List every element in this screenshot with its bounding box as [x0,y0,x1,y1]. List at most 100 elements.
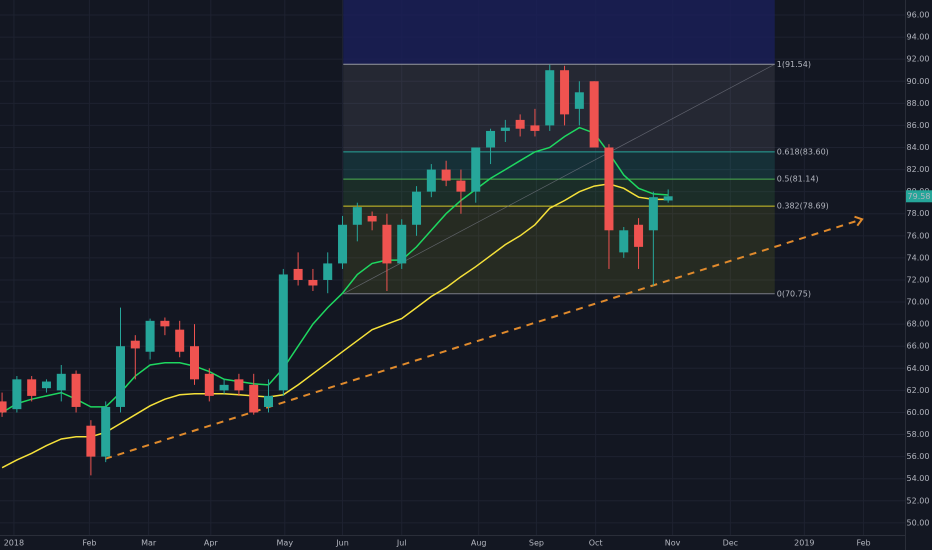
x-tick-label: Oct [589,539,603,548]
y-tick-label: 66.00 [907,342,930,351]
fib-trend [343,63,775,295]
candle-body [278,274,288,391]
x-tick-label: May [277,539,294,548]
candle-body [382,224,392,264]
fib-label: 0.5(81.14) [777,175,819,184]
candle-body [219,384,229,391]
x-tick-label: Feb [856,539,870,548]
candle-body [41,381,51,389]
candle-body [86,425,96,457]
candle-body [264,395,274,407]
candle-body [0,401,7,413]
candle-body [204,373,214,396]
x-tick-label: Dec [723,539,738,548]
candle-body [115,346,125,407]
fib-band [343,179,775,207]
candle-body [589,81,599,148]
candle-body [189,346,199,380]
y-tick-label: 50.00 [907,518,930,527]
last-price-label: 79.58 [908,192,931,201]
candle-body [249,384,259,413]
fib-label: 0.618(83.60) [777,147,829,156]
y-tick-label: 90.00 [907,77,930,86]
candle-body [56,373,66,391]
last-price-tag [906,190,932,203]
candle-body [130,340,140,349]
candle-body [27,379,37,396]
candle-body [323,263,333,280]
candle-body [634,224,644,247]
candle-body [234,379,244,391]
y-tick-label: 72.00 [907,275,930,284]
moving-average [1,126,669,414]
x-tick-label: Aug [471,539,487,548]
y-tick-label: 76.00 [907,231,930,240]
fib-top-zone [343,0,775,65]
candle-body [352,207,362,225]
candle-body [648,197,658,231]
x-tick-label: Mar [141,539,157,548]
fib-label: 0.382(78.69) [777,202,829,211]
y-tick-label: 82.00 [907,165,930,174]
trend-line [104,218,863,460]
y-tick-label: 58.00 [907,430,930,439]
fib-band [343,206,775,294]
y-tick-label: 78.00 [907,209,930,218]
y-tick-label: 56.00 [907,452,930,461]
candle-body [574,92,584,109]
candle-body [12,379,22,410]
x-tick-label: Sep [529,539,544,548]
y-tick-label: 86.00 [907,121,930,130]
trend-arrow [854,215,864,227]
candle-body [338,224,348,264]
candle-body [71,373,81,407]
fib-label: 0(70.75) [777,289,811,298]
candle-body [101,406,111,457]
fib-band [343,151,775,180]
candle-body [545,70,555,126]
candle-body [426,169,436,192]
y-tick-label: 94.00 [907,33,930,42]
y-tick-label: 60.00 [907,408,930,417]
y-tick-label: 52.00 [907,496,930,505]
y-tick-label: 92.00 [907,55,930,64]
candle-body [293,268,303,280]
y-tick-label: 70.00 [907,298,930,307]
candle-body [412,191,422,225]
candle-body [456,180,466,192]
y-tick-label: 62.00 [907,386,930,395]
y-tick-label: 64.00 [907,364,930,373]
y-tick-label: 68.00 [907,320,930,329]
candle-body [619,230,629,253]
candle-body [397,224,407,264]
fib-label: 1(91.54) [777,60,811,69]
candle-body [367,215,377,222]
x-tick-label: 2019 [794,539,814,548]
x-tick-label: 2018 [4,539,24,548]
candle-body [560,70,570,115]
candle-body [441,169,451,181]
candle-body [515,119,525,129]
y-tick-label: 74.00 [907,253,930,262]
candle-body [308,279,318,286]
y-tick-label: 88.00 [907,99,930,108]
moving-average [1,183,669,469]
candle-body [486,130,496,148]
candle-body [175,329,185,352]
x-tick-label: Apr [204,539,219,548]
fib-band [343,64,775,152]
candle-body [471,147,481,192]
x-tick-label: Feb [82,539,96,548]
y-tick-label: 96.00 [907,11,930,20]
candle-body [663,196,673,201]
candle-body [530,125,540,131]
candle-body [145,320,155,352]
candle-body [160,320,170,327]
x-tick-label: Jun [335,539,349,548]
y-tick-label: 84.00 [907,143,930,152]
candle-body [604,147,614,231]
y-tick-label: 54.00 [907,474,930,483]
